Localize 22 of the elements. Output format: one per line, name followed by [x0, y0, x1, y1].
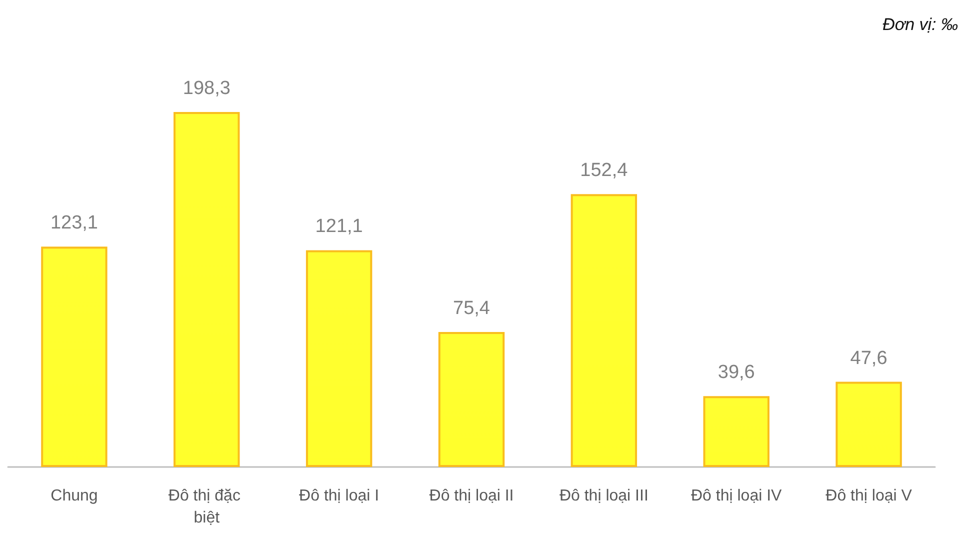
x-tick-label: Đô thị loại III: [559, 488, 648, 504]
bar: [836, 382, 902, 467]
x-tick-label: Đô thị loại IV: [691, 488, 782, 504]
data-label: 198,3: [182, 78, 230, 99]
x-tick-label: Đô thị loại I: [299, 488, 380, 504]
bar: [570, 194, 638, 467]
bar: [438, 332, 505, 467]
x-tick-label: Đô thị loại V: [826, 488, 912, 504]
data-label: 121,1: [315, 216, 363, 238]
text: Đơn vị: ‰: [882, 15, 958, 34]
bar: [306, 250, 372, 467]
data-label: 75,4: [453, 298, 490, 320]
x-tick-label: Chung: [50, 488, 98, 504]
x-tick-label: Đô thị đặc biệt: [168, 488, 245, 526]
data-label: 39,6: [718, 362, 755, 384]
data-label: 152,4: [580, 160, 628, 182]
bar: [41, 246, 108, 467]
bar: [174, 112, 240, 467]
data-label: 123,1: [50, 212, 98, 234]
data-label: 47,6: [850, 348, 888, 369]
x-tick-label: Đô thị loại II: [429, 488, 514, 504]
bar: [703, 396, 770, 467]
